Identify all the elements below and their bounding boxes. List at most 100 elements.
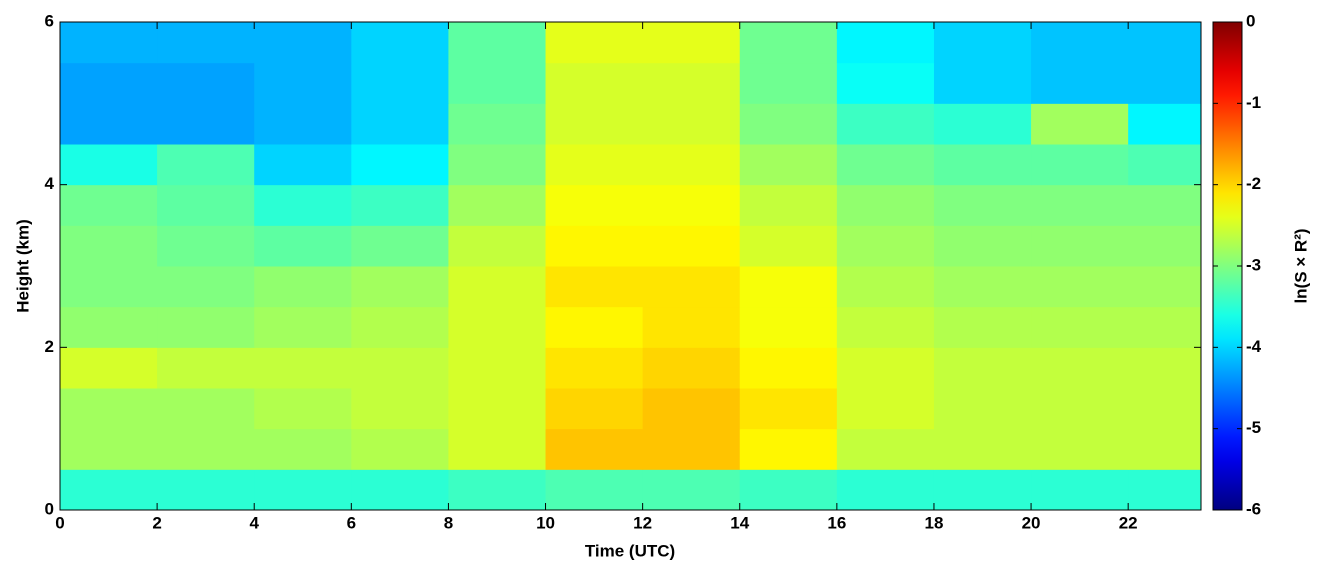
heatmap-cell (1031, 266, 1129, 308)
x-tick-label: 6 (347, 513, 356, 532)
heatmap-cell (351, 428, 449, 470)
colorbar-tick-label: -3 (1246, 255, 1261, 274)
heatmap-cell (351, 306, 449, 348)
y-tick-label: 2 (45, 337, 54, 356)
colorbar-label: ln(S × R²) (1291, 228, 1310, 303)
heatmap-cell (254, 103, 352, 145)
heatmap-cell (157, 266, 255, 308)
heatmap-cell (1128, 144, 1202, 186)
heatmap-cell (545, 62, 644, 104)
heatmap-cell (448, 22, 547, 64)
x-axis-label: Time (UTC) (585, 541, 675, 560)
heatmap-cell (157, 184, 255, 226)
heatmap-cell (933, 22, 1032, 64)
heatmap-cell (1031, 144, 1129, 186)
heatmap-cell (933, 266, 1032, 308)
heatmap-cell (545, 266, 644, 308)
heatmap-cell (933, 428, 1032, 470)
heatmap-cell (933, 469, 1032, 511)
heatmap-cell (933, 62, 1032, 104)
y-tick-label: 6 (45, 11, 54, 30)
heatmap-cell (254, 306, 352, 348)
heatmap-cell (351, 469, 449, 511)
heatmap-cell (836, 184, 935, 226)
x-tick-label: 14 (730, 513, 749, 532)
heatmap-cell (545, 103, 644, 145)
heatmap-cell (545, 225, 644, 267)
heatmap-cell (739, 184, 838, 226)
heatmap-cell (836, 103, 935, 145)
heatmap-cell (1128, 306, 1202, 348)
heatmap-cell (60, 225, 158, 267)
heatmap-cell (642, 103, 741, 145)
heatmap-cell (1031, 225, 1129, 267)
heatmap-cell (60, 469, 158, 511)
heatmap-cell (739, 144, 838, 186)
heatmap-cell (351, 62, 449, 104)
heatmap-cell (836, 225, 935, 267)
heatmap-cell (933, 388, 1032, 430)
heatmap-cell (739, 22, 838, 64)
x-tick-label: 2 (152, 513, 161, 532)
heatmap-cell (254, 347, 352, 389)
heatmap-cell (60, 306, 158, 348)
heatmap-cell (254, 22, 352, 64)
colorbar-tick-label: -4 (1246, 337, 1262, 356)
x-tick-label: 4 (249, 513, 259, 532)
heatmap-cell (545, 184, 644, 226)
heatmap-cell (448, 144, 547, 186)
heatmap-cell (642, 428, 741, 470)
heatmap-cell (1031, 103, 1129, 145)
x-tick-label: 8 (444, 513, 453, 532)
heatmap-cell (448, 469, 547, 511)
heatmap-cell (254, 388, 352, 430)
heatmap-cell (739, 103, 838, 145)
heatmap-cell (642, 62, 741, 104)
heatmap-cell (157, 144, 255, 186)
heatmap-cell (351, 22, 449, 64)
heatmap-cell (739, 469, 838, 511)
heatmap-cell (836, 428, 935, 470)
heatmap-cell (1128, 347, 1202, 389)
heatmap-cell (60, 266, 158, 308)
heatmap-cell (836, 469, 935, 511)
plot-frame (59, 21, 1202, 511)
heatmap-cell (1031, 184, 1129, 226)
heatmap-cell (157, 428, 255, 470)
heatmap-cell (739, 225, 838, 267)
heatmap-cell (60, 347, 158, 389)
heatmap-cell (351, 388, 449, 430)
heatmap-cell (60, 103, 158, 145)
heatmap-cell (448, 306, 547, 348)
heatmap-cell (545, 469, 644, 511)
heatmap-cell (351, 266, 449, 308)
heatmap-cell (254, 62, 352, 104)
x-tick-label: 18 (924, 513, 943, 532)
heatmap-cell (1031, 347, 1129, 389)
heatmap-cell (1128, 22, 1202, 64)
colorbar-tick-label: -2 (1246, 174, 1261, 193)
heatmap-cell (157, 469, 255, 511)
heatmap-cell (836, 306, 935, 348)
heatmap-cell (1031, 469, 1129, 511)
heatmap-cell (157, 103, 255, 145)
heatmap-cell (642, 388, 741, 430)
heatmap-cell (254, 428, 352, 470)
heatmap-cell (448, 103, 547, 145)
heatmap-cell (448, 184, 547, 226)
heatmap-cell (642, 469, 741, 511)
heatmap-cell (157, 388, 255, 430)
heatmap-cell (739, 347, 838, 389)
heatmap-cell (448, 388, 547, 430)
heatmap-cell (157, 225, 255, 267)
x-tick-label: 20 (1022, 513, 1041, 532)
heatmap-cell (351, 347, 449, 389)
x-tick-label: 22 (1119, 513, 1138, 532)
heatmap-cell (545, 428, 644, 470)
heatmap-cell (739, 428, 838, 470)
heatmap-cell (60, 388, 158, 430)
heatmap-cell (254, 225, 352, 267)
heatmap-cell (1128, 266, 1202, 308)
heatmap-cell (351, 184, 449, 226)
